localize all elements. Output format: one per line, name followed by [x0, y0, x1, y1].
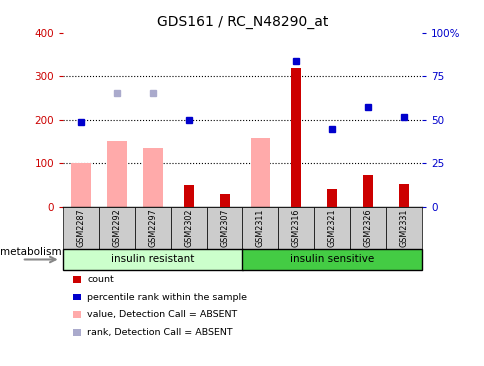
- Text: GSM2321: GSM2321: [327, 209, 336, 247]
- Text: GSM2287: GSM2287: [76, 209, 85, 247]
- Bar: [71, 163, 91, 207]
- Bar: [250, 138, 270, 207]
- Text: insulin resistant: insulin resistant: [111, 254, 194, 265]
- Bar: [143, 148, 162, 207]
- Text: count: count: [87, 275, 114, 284]
- Text: GSM2326: GSM2326: [363, 209, 372, 247]
- Bar: [183, 185, 193, 207]
- Text: GSM2292: GSM2292: [112, 209, 121, 247]
- Bar: [327, 190, 336, 207]
- Text: percentile rank within the sample: percentile rank within the sample: [87, 293, 247, 302]
- Text: GSM2331: GSM2331: [399, 209, 408, 247]
- Text: insulin sensitive: insulin sensitive: [289, 254, 374, 265]
- Text: GSM2307: GSM2307: [220, 209, 228, 247]
- Bar: [107, 141, 126, 207]
- Text: value, Detection Call = ABSENT: value, Detection Call = ABSENT: [87, 310, 237, 319]
- Text: GSM2311: GSM2311: [256, 209, 264, 247]
- Text: rank, Detection Call = ABSENT: rank, Detection Call = ABSENT: [87, 328, 232, 337]
- Title: GDS161 / RC_N48290_at: GDS161 / RC_N48290_at: [156, 15, 328, 29]
- Text: GSM2316: GSM2316: [291, 209, 300, 247]
- Text: metabolism: metabolism: [0, 247, 62, 257]
- Text: GSM2302: GSM2302: [184, 209, 193, 247]
- Bar: [363, 175, 372, 207]
- Text: GSM2297: GSM2297: [148, 209, 157, 247]
- Bar: [219, 194, 229, 207]
- Bar: [398, 184, 408, 207]
- Bar: [291, 68, 301, 207]
